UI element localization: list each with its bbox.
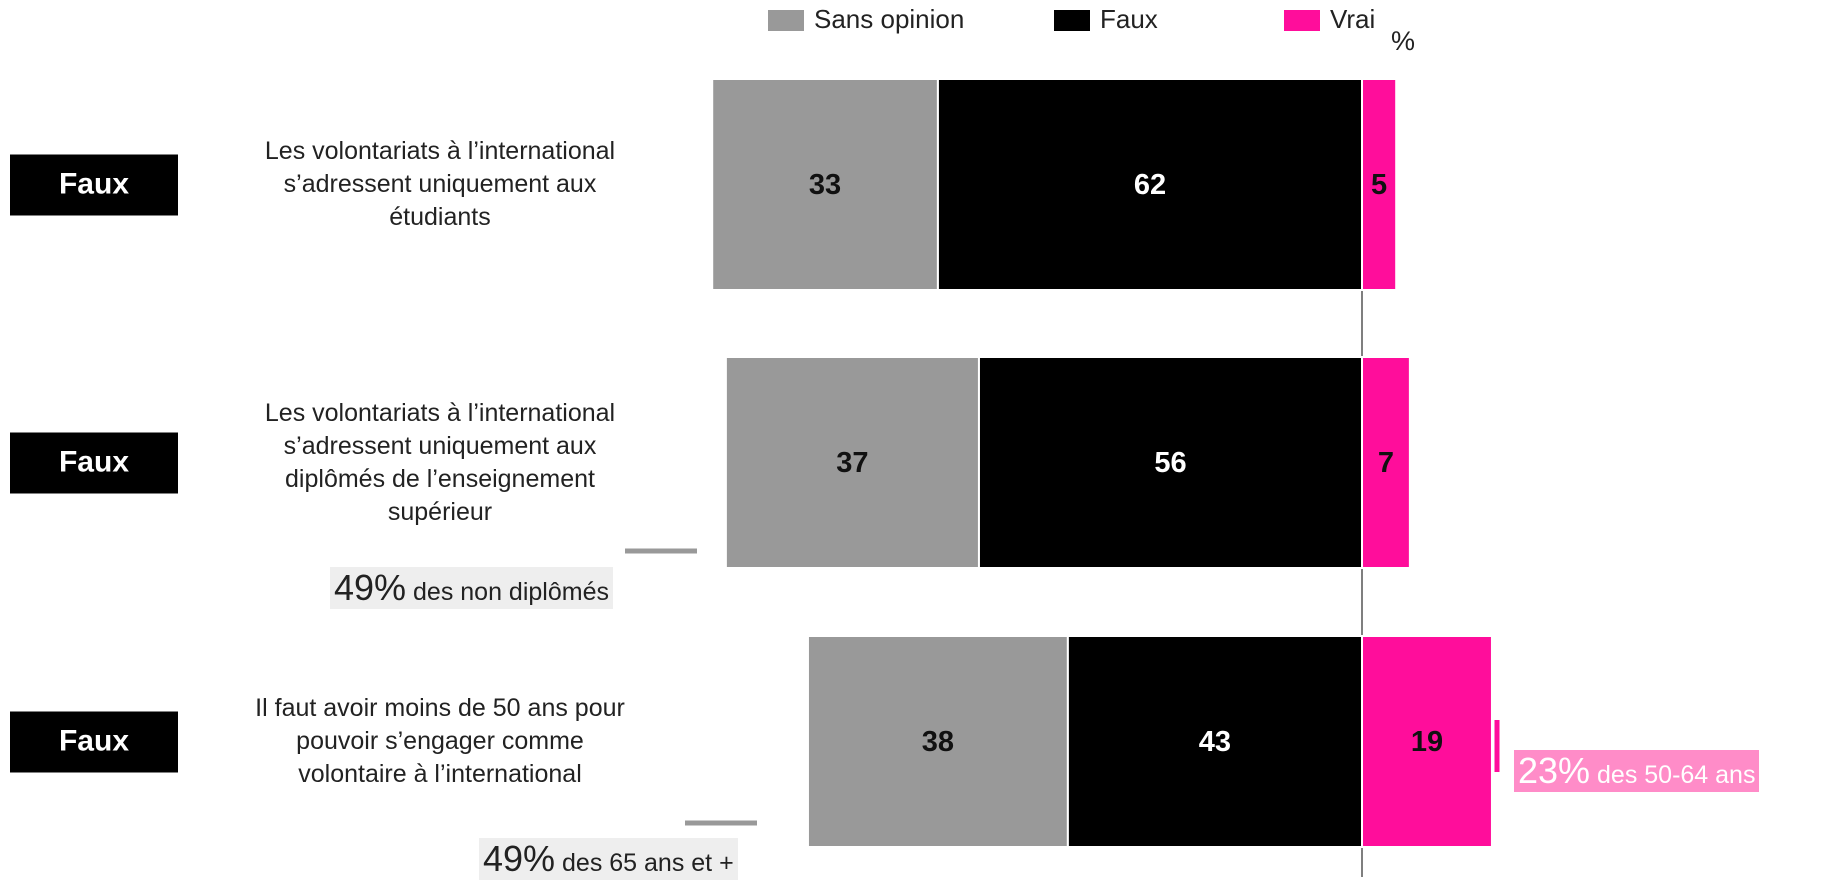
- category-label: Il faut avoir moins de 50 ans pour pouvo…: [255, 694, 625, 788]
- value-label: 19: [1411, 726, 1443, 758]
- legend-label: Faux: [1100, 4, 1158, 34]
- value-label: 62: [1134, 169, 1166, 201]
- legend-swatch: [1054, 10, 1090, 31]
- bar-segment: [711, 78, 939, 291]
- value-label: 56: [1154, 447, 1186, 479]
- bar-segment: [806, 635, 1069, 848]
- legend-swatch: [768, 10, 804, 31]
- value-label: 37: [836, 447, 868, 479]
- answer-label: Faux: [59, 445, 129, 478]
- legend-label: Sans opinion: [814, 4, 964, 34]
- value-label: 38: [922, 726, 954, 758]
- annotation-figure: 49%: [483, 838, 556, 879]
- bar-segment: [1066, 635, 1363, 848]
- annotation: 49% des non diplômés: [330, 567, 613, 609]
- answer-badge: [10, 432, 178, 494]
- bar-segment: [724, 356, 980, 569]
- bar-segment: [1361, 78, 1398, 291]
- value-label: 33: [809, 169, 841, 201]
- value-label: 43: [1199, 726, 1231, 758]
- annotation: 49% des 65 ans et +: [479, 838, 738, 880]
- annotation-text: des non diplômés: [413, 578, 609, 606]
- category-label: Les volontariats à l’international s’adr…: [264, 398, 616, 526]
- answer-label: Faux: [59, 167, 129, 200]
- annotation-figure: 23%: [1518, 750, 1591, 791]
- legend-swatch: [1284, 10, 1320, 31]
- answer-badge: [10, 711, 178, 773]
- category-label: Les volontariats à l’international s’adr…: [264, 137, 616, 231]
- bar-segment: [1361, 635, 1493, 848]
- bar-segment: [1361, 356, 1411, 569]
- annotation: 23% des 50-64 ans: [1514, 750, 1760, 792]
- annotation-text: des 50-64 ans: [1597, 761, 1756, 789]
- unit-label: %: [1391, 26, 1415, 56]
- annotation-text: des 65 ans et +: [562, 849, 734, 877]
- bar-segment: [977, 356, 1364, 569]
- value-label: 5: [1371, 169, 1387, 201]
- answer-label: Faux: [59, 724, 129, 757]
- value-label: 7: [1378, 447, 1394, 479]
- answer-badge: [10, 154, 178, 216]
- legend-label: Vrai: [1330, 4, 1375, 34]
- annotation-figure: 49%: [334, 567, 407, 608]
